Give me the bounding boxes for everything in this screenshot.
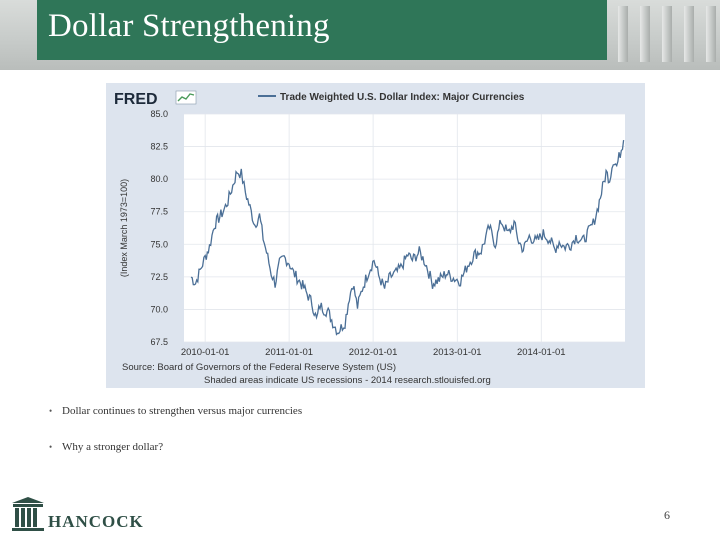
slide-title: Dollar Strengthening	[48, 8, 330, 44]
x-tick-label: 2012-01-01	[349, 347, 398, 358]
bullet-dot: •	[49, 406, 53, 416]
column-decoration	[618, 6, 628, 62]
bullet-list: • Dollar continues to strengthen versus …	[46, 404, 646, 476]
logo-wordmark: HANCOCK	[48, 512, 144, 531]
y-tick-label: 70.0	[150, 304, 168, 314]
column-decoration	[706, 6, 716, 62]
y-axis: 85.0 82.5 80.0 77.5 75.0 72.5 70.0 67.5	[150, 109, 168, 347]
column-decoration	[684, 6, 694, 62]
legend-label: Trade Weighted U.S. Dollar Index: Major …	[280, 92, 525, 103]
y-tick-label: 67.5	[150, 337, 168, 347]
chart-note: Shaded areas indicate US recessions - 20…	[204, 375, 491, 386]
fred-logo-icon	[175, 90, 197, 105]
grid	[184, 113, 625, 343]
fred-logo-text: FRED	[114, 91, 158, 108]
column-decoration	[662, 6, 672, 62]
x-axis: 2010-01-01 2011-01-01 2012-01-01 2013-01-01…	[181, 347, 566, 358]
bullet-text: Dollar continues to strengthen versus ma…	[62, 405, 303, 417]
x-tick-label: 2014-01-01	[517, 347, 566, 358]
column-decoration	[640, 6, 650, 62]
y-tick-label: 85.0	[150, 109, 168, 119]
y-tick-label: 82.5	[150, 142, 168, 152]
plot-area	[184, 114, 625, 342]
chart-svg: FRED Trade Weighted U.S. Dollar Index: M…	[106, 83, 645, 388]
y-tick-label: 72.5	[150, 272, 168, 282]
x-tick-label: 2013-01-01	[433, 347, 482, 358]
fred-chart: FRED Trade Weighted U.S. Dollar Index: M…	[106, 83, 645, 388]
x-tick-label: 2010-01-01	[181, 347, 230, 358]
bullet-item: • Why a stronger dollar?	[46, 440, 646, 454]
y-tick-label: 80.0	[150, 174, 168, 184]
chart-source: Source: Board of Governors of the Federa…	[122, 362, 396, 373]
y-tick-label: 77.5	[150, 207, 168, 217]
y-tick-label: 75.0	[150, 239, 168, 249]
series-line	[190, 140, 625, 336]
page-number: 6	[664, 508, 670, 522]
hancock-logo: HANCOCK	[10, 496, 150, 532]
bullet-text: Why a stronger dollar?	[62, 441, 164, 453]
x-tick-label: 2011-01-01	[265, 347, 313, 358]
title-bar: Dollar Strengthening	[37, 0, 607, 60]
bullet-dot: •	[49, 442, 53, 452]
y-axis-label: (Index March 1973=100)	[119, 179, 129, 277]
column-logo-icon	[12, 497, 44, 531]
bullet-item: • Dollar continues to strengthen versus …	[46, 404, 646, 418]
